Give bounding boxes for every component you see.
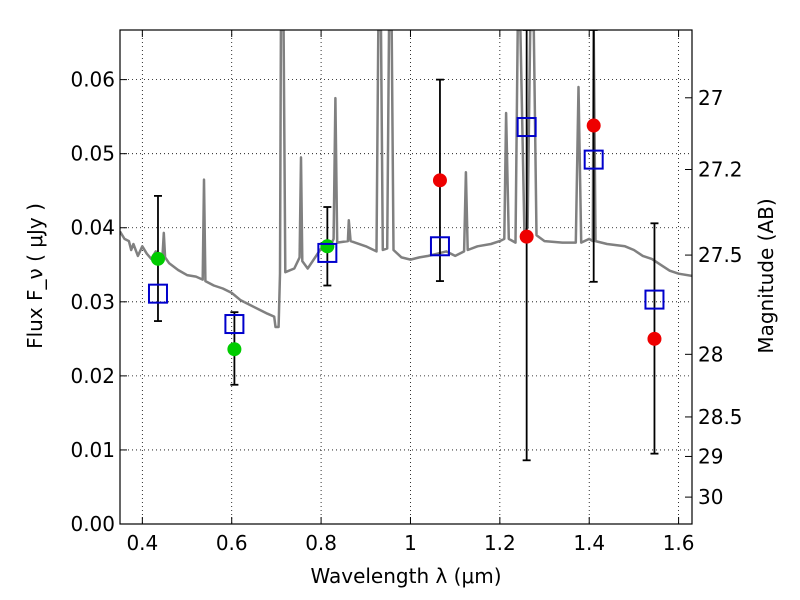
x-axis-label: Wavelength λ (μm) [310,564,501,588]
x-tick-label: 0.8 [305,531,337,555]
measured-flux-point [320,239,335,254]
y-tick-label: 0.04 [70,216,115,240]
model-band-flux-point [583,149,604,170]
marker-layer [147,117,665,357]
x-tick-label: 1.4 [573,531,605,555]
model-band-flux-point [317,242,338,263]
axes-layer [119,29,693,525]
model-band-flux-point [224,314,245,335]
measured-flux-point [586,118,601,133]
x-tick-label: 0.4 [126,531,158,555]
measured-flux-point [432,173,447,188]
model-band-flux-point [429,236,450,257]
x-tick-label: 1.6 [663,531,695,555]
ticklabel-layer: 0.4 0.6 0.8 1 1.2 1.4 1.6 0.00 0.01 0.02 0.03 0.04 0… [70,68,742,555]
y-tick-label: 0.06 [70,68,115,92]
y-tick-label: 0.03 [70,290,115,314]
model-band-flux-point [516,117,537,138]
y-tick-label: 0.01 [70,438,115,462]
right-tick-label: 28 [698,342,723,366]
model-layer [120,30,692,329]
measured-flux-point [150,251,165,266]
right-tick-label: 30 [698,485,723,509]
measured-flux-point [519,229,534,244]
measured-flux-point [227,342,242,357]
right-tick-label: 29 [698,444,723,468]
y-tick-label: 0.02 [70,364,115,388]
y-tick-label: 0.00 [70,512,115,536]
model-spectrum-line [120,30,692,329]
right-tick-label: 27.2 [698,157,743,181]
right-tick-label: 27 [698,86,723,110]
axes-frame [119,29,693,525]
x-tick-label: 0.6 [216,531,248,555]
y-axis-label-right: Magnitude (AB) [754,198,778,353]
y-axis-label-left: Flux F_ν ( μJy ) [23,203,47,349]
model-band-flux-point [147,283,168,304]
x-tick-label: 1.2 [484,531,516,555]
x-tick-label: 1 [404,531,417,555]
errorbar-layer [153,30,659,462]
measured-flux-point [647,331,662,346]
model-band-flux-point [644,289,665,310]
y-tick-label: 0.05 [70,142,115,166]
right-tick-label: 28.5 [698,405,743,429]
right-tick-label: 27.5 [698,243,743,267]
